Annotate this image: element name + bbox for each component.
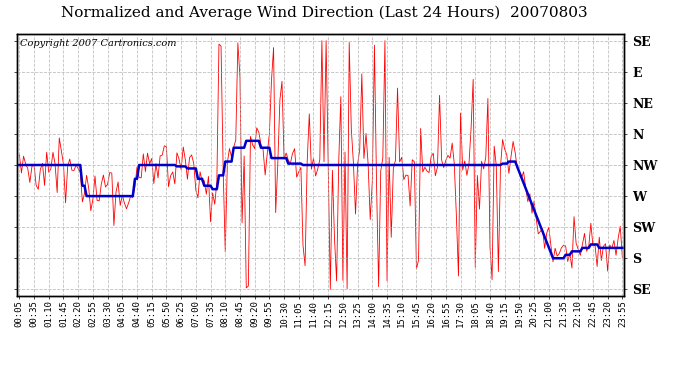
Text: Normalized and Average Wind Direction (Last 24 Hours)  20070803: Normalized and Average Wind Direction (L… xyxy=(61,6,588,20)
Text: Copyright 2007 Cartronics.com: Copyright 2007 Cartronics.com xyxy=(20,39,177,48)
